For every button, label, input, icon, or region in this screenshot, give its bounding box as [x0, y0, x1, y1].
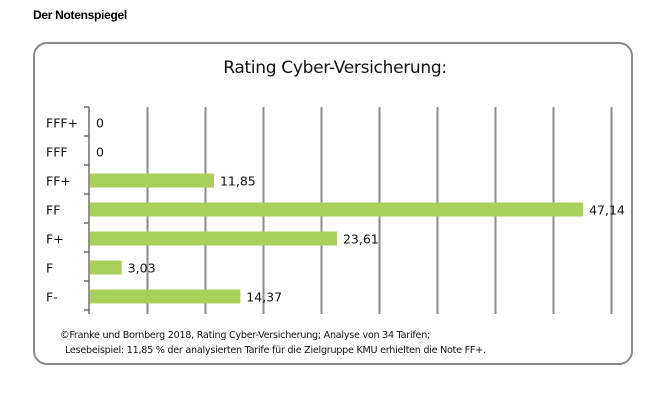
y-axis: [84, 106, 90, 314]
category-label: FF+: [46, 174, 71, 189]
chart-footnote: ©Franke und Bornberg 2018, Rating Cyber-…: [33, 328, 637, 358]
page-heading: Der Notenspiegel: [33, 8, 127, 22]
category-label: FF: [46, 203, 60, 218]
value-label: 23,61: [343, 232, 379, 247]
category-label: F: [46, 261, 53, 276]
category-label: FFF: [46, 145, 68, 160]
bar: [90, 289, 241, 304]
labels: FFF+ 0 FFF 0 FF+ 11,85 FF 47,14 F+ 23,61 F 3,03 F- 14…: [46, 116, 625, 305]
value-label: 0: [96, 145, 104, 160]
category-label: F+: [46, 232, 64, 247]
category-label: F-: [46, 290, 58, 305]
bar: [90, 202, 584, 217]
footnote-source: ©Franke und Bornberg 2018, Rating Cyber-…: [60, 330, 431, 341]
value-label: 11,85: [220, 174, 256, 189]
bar: [90, 260, 122, 275]
bars: [90, 173, 584, 304]
category-label: FFF+: [46, 116, 78, 131]
footnote-reading-example: Lesebeispiel: 11,85 % der analysierten T…: [65, 345, 486, 356]
value-label: 47,14: [589, 203, 625, 218]
value-label: 0: [96, 116, 104, 131]
bar: [90, 173, 214, 188]
chart-title: Rating Cyber-Versicherung:: [223, 58, 447, 78]
value-label: 14,37: [246, 290, 282, 305]
value-label: 3,03: [128, 261, 156, 276]
bar: [90, 231, 337, 246]
